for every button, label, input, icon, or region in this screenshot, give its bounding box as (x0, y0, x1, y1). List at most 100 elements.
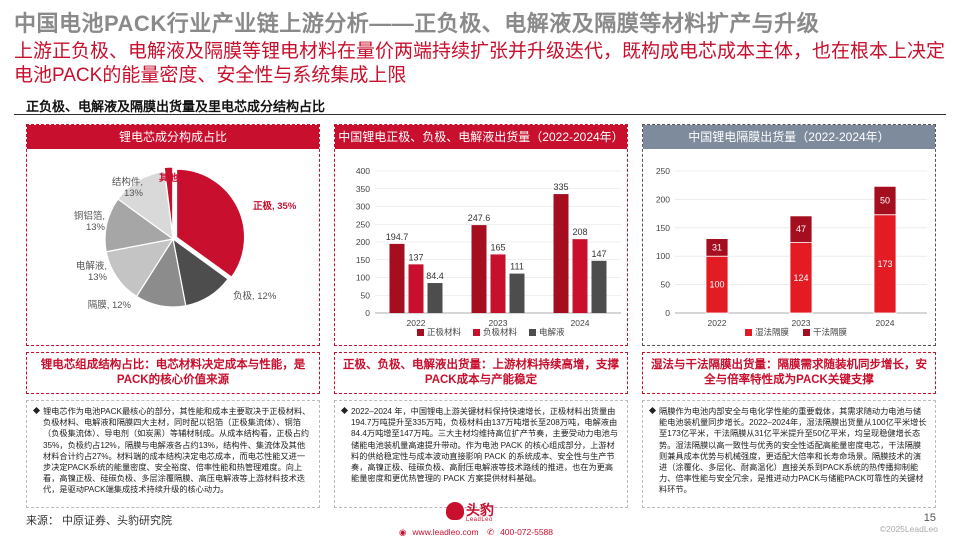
separator-callout: 湿法与干法隔膜出货量：隔膜需求随装机同步增长，安全与倍率特性成为PACK关键支撑 (642, 352, 936, 394)
bar-value-label: 84.4 (426, 271, 444, 281)
separator-panel: 中国锂电隔膜出货量（2022-2024年） 0 50 100 150 200 250 100… (642, 124, 936, 346)
bar-value-label: 137 (408, 252, 423, 262)
bar (490, 254, 506, 313)
pie-slice (117, 170, 174, 241)
phone-number: 400-072-5588 (500, 527, 553, 537)
website-link[interactable]: www.leadleo.com (412, 527, 479, 537)
bar-value-label: 335 (553, 182, 568, 192)
bar-value-label: 111 (510, 262, 524, 272)
y-tick-label: 150 (656, 223, 670, 233)
bar-value-label: 50 (880, 196, 890, 206)
logo-subtext: LeadLeo (466, 517, 493, 523)
y-tick-label: 0 (665, 308, 670, 318)
bar-value-label: 194.7 (386, 232, 409, 242)
bar-value-label: 100 (709, 280, 724, 290)
y-tick-label: 50 (361, 290, 371, 300)
page-subtitle: 上游正负极、电解液及隔膜等锂电材料在量价两端持续扩张并升级迭代，既构成电芯成本主… (14, 41, 946, 86)
pie-slice-label: 13% (88, 272, 108, 283)
bar (553, 194, 569, 313)
globe-icon: ◉ (399, 527, 407, 537)
y-tick-label: 250 (656, 166, 670, 176)
pie-panel: 锂电芯成分构成占比 正极, 35% 负极, 12% 隔膜, 12% 电解液, 13% 铜铝… (26, 124, 320, 346)
legend-label: 负极材料 (483, 327, 518, 337)
legend-swatch (417, 329, 424, 336)
bar-value-label: 247.6 (468, 213, 491, 223)
separator-description: 隔膜作为电池内部安全与电化学性能的重要载体，其需求随动力电池与储能电池装机量同步… (642, 400, 936, 508)
phone-icon: ✆ (486, 527, 495, 537)
bar-value-label: 147 (591, 249, 606, 259)
separator-panel-header: 中国锂电隔膜出货量（2022-2024年） (643, 125, 935, 149)
page-title: 中国电池PACK行业产业链上游分析——正负极、电解液及隔膜等材料扩产与升级 (14, 11, 820, 36)
x-tick-label: 2024 (876, 318, 895, 328)
y-tick-label: 100 (356, 273, 370, 283)
materials-panel: 中国锂电正极、负极、电解液出货量（2022-2024年） 0 50 100 150 20… (334, 124, 628, 346)
stacked-bar-segment (789, 215, 813, 243)
stacked-bar-segment (873, 185, 897, 216)
materials-callout: 正极、负极、电解液出货量：上游材料持续高增，支撑PACK成本与产能稳定 (334, 352, 628, 394)
pie-slice (105, 238, 175, 298)
bar (408, 264, 424, 313)
y-tick-label: 50 (661, 280, 671, 290)
pie-slice-label: 13% (124, 188, 144, 199)
pie-slice-label: 铜铝箔, (74, 210, 105, 222)
y-tick-label: 200 (656, 194, 670, 204)
legend-swatch (803, 329, 810, 336)
bar-value-label: 165 (490, 242, 505, 252)
x-tick-label: 2023 (792, 318, 811, 328)
x-tick-label: 2022 (407, 318, 426, 328)
pie-slice-label: 正极, 35% (253, 200, 297, 212)
y-tick-label: 0 (365, 308, 370, 318)
bar-value-label: 47 (796, 224, 806, 234)
section-title: 正负极、电解液及隔膜出货量及里电芯成分结构占比 (26, 99, 326, 114)
pie-slice (175, 168, 246, 278)
bar-value-label: 208 (572, 227, 587, 237)
bar (572, 239, 588, 313)
bullet-icon (32, 406, 41, 415)
y-tick-label: 300 (356, 202, 370, 212)
separator-description-text: 隔膜作为电池内部安全与电化学性能的重要载体，其需求随动力电池与储能电池装机量同步… (659, 407, 927, 495)
pie-slice-label: 隔膜, 12% (88, 300, 132, 311)
pie-panel-header: 锂电芯成分构成占比 (27, 125, 319, 149)
legend-label: 湿法隔膜 (755, 327, 790, 337)
pie-description: 锂电芯作为电池PACK最核心的部分，其性能和成本主要取决于正极材料、负极材料、电… (26, 400, 320, 508)
section-divider (14, 114, 946, 115)
pie-callout: 锂电芯组成结构占比：电芯材料决定成本与性能，是PACK的核心价值来源 (26, 352, 320, 394)
pie-slice-label: 13% (86, 222, 106, 233)
pie-slice-label: 电解液, (76, 260, 107, 272)
x-tick-label: 2024 (571, 318, 590, 328)
y-tick-label: 350 (356, 184, 370, 194)
bar (427, 283, 443, 313)
contact-info: ◉ www.leadleo.com ✆ 400-072-5588 (399, 527, 559, 538)
separator-bar-chart: 0 50 100 150 200 250 100 31 2022 124 47 2023 173 50 20… (656, 166, 927, 337)
logo-text: 头豹 (466, 502, 494, 518)
legend-label: 正极材料 (427, 327, 462, 337)
materials-panel-header: 中国锂电正极、负极、电解液出货量（2022-2024年） (335, 125, 627, 149)
bar (591, 260, 607, 313)
page-number: 15 (923, 512, 936, 524)
x-tick-label: 2022 (708, 318, 727, 328)
pie-slice-label: 结构件, (112, 176, 143, 188)
bullet-icon (340, 406, 349, 415)
bar (471, 225, 487, 313)
stacked-bar-segment (705, 238, 729, 257)
leadleo-logo: 头豹 LeadLeo (446, 500, 504, 526)
bar (509, 273, 525, 313)
y-tick-label: 400 (356, 166, 370, 176)
bar-value-label: 31 (712, 242, 722, 252)
legend-swatch (473, 329, 480, 336)
bullet-icon (648, 406, 657, 415)
leopard-icon (446, 502, 464, 520)
y-tick-label: 200 (356, 237, 370, 247)
materials-description-text: 2022–2024 年，中国锂电上游关键材料保持快速增长，正极材料出货量由194… (351, 407, 619, 484)
pie-slice (104, 198, 175, 253)
legend-swatch (745, 329, 752, 336)
copyright: ©2025LeadLeo (879, 524, 938, 534)
y-tick-label: 250 (356, 219, 370, 229)
legend-label: 电解液 (539, 327, 565, 337)
legend-label: 干法隔膜 (813, 327, 848, 337)
y-tick-label: 100 (656, 251, 670, 261)
legend-swatch (529, 329, 536, 336)
pie-slice-label: 其他, 2% (159, 172, 198, 184)
bar-value-label: 173 (877, 259, 892, 269)
